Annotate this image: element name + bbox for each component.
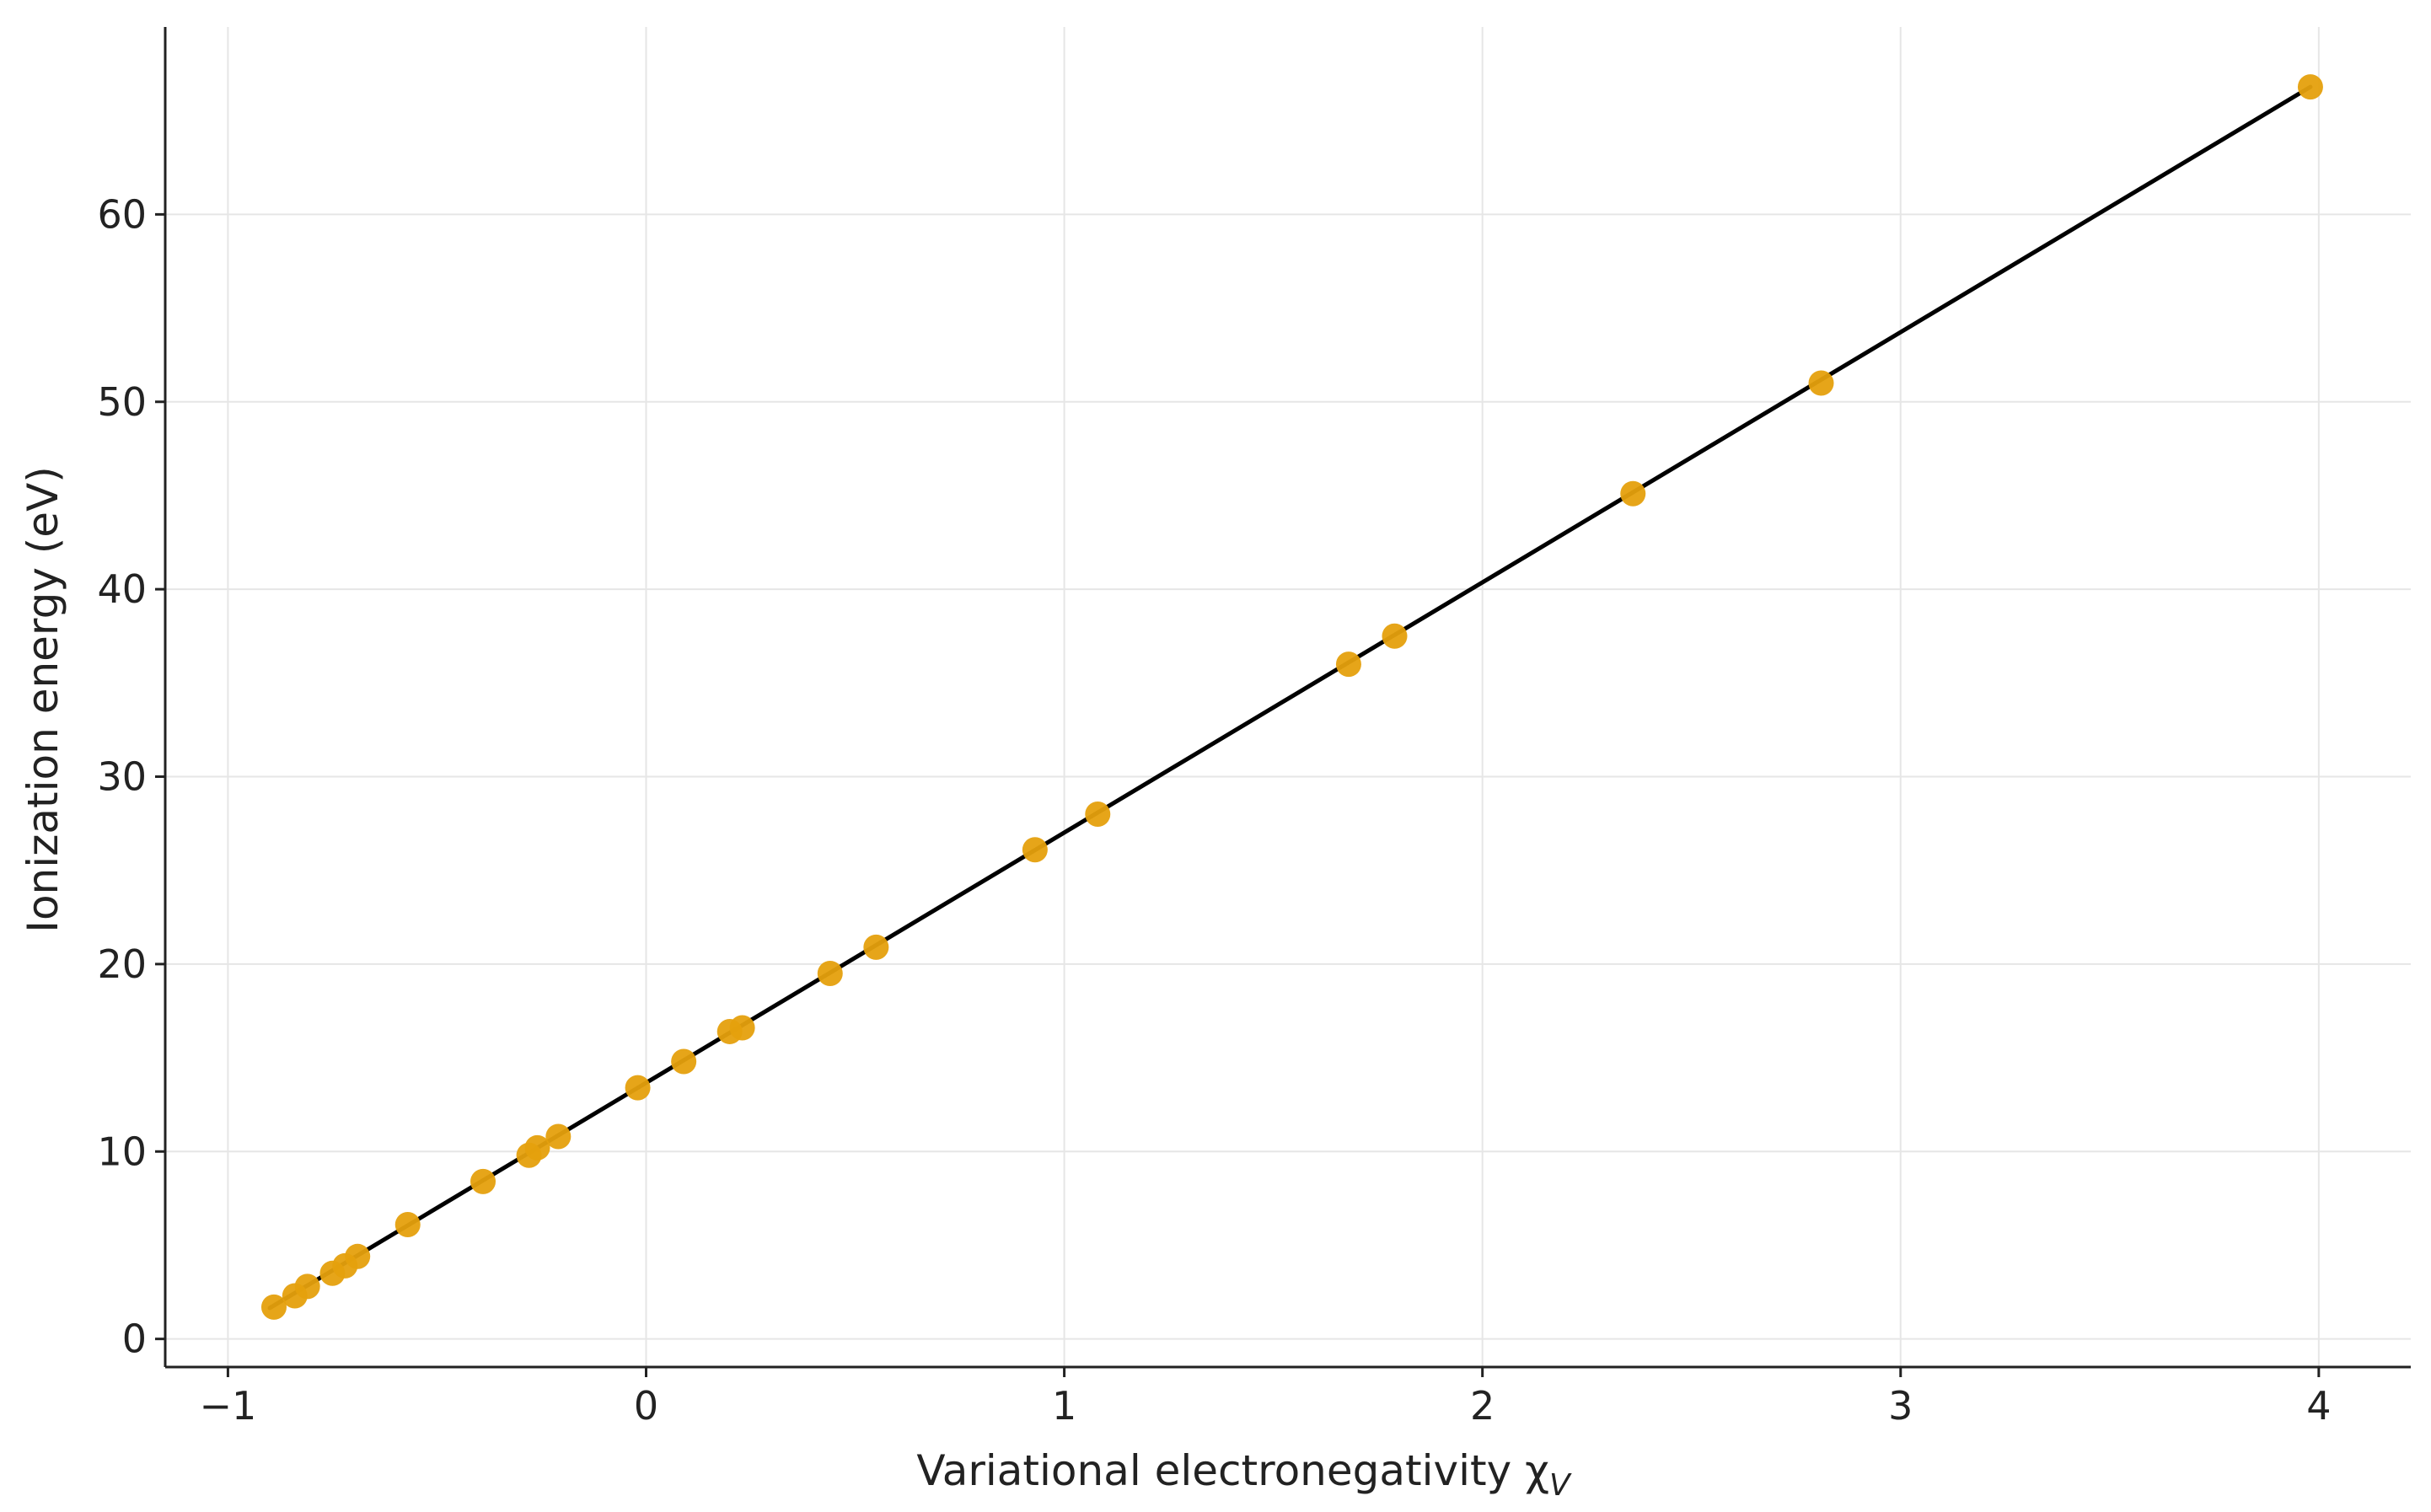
fit-line-group <box>267 84 2313 1311</box>
data-point-12 <box>671 1048 697 1075</box>
axes <box>164 27 2411 1369</box>
data-point-7 <box>470 1168 496 1194</box>
y-axis-label: Ionization energy (eV) <box>19 466 67 933</box>
data-point-10 <box>545 1123 572 1150</box>
data-point-5 <box>345 1243 371 1269</box>
data-point-0 <box>260 1294 287 1320</box>
y-tick-label-2: 20 <box>97 941 147 987</box>
data-point-9 <box>524 1134 550 1161</box>
data-point-23 <box>2297 74 2323 100</box>
y-tick-label-1: 10 <box>97 1129 147 1174</box>
data-point-20 <box>1382 623 1408 649</box>
data-point-17 <box>1022 837 1048 863</box>
x-axis-label-text: Variational electronegativity χ <box>916 1446 1549 1495</box>
data-point-18 <box>1085 801 1111 827</box>
data-point-2 <box>294 1273 320 1300</box>
y-ticks: 0 10 20 30 40 50 60 <box>97 191 165 1362</box>
x-tick-label-4: 3 <box>1888 1383 1913 1429</box>
x-ticks: −1 0 1 2 3 4 <box>200 1367 2332 1429</box>
data-point-16 <box>863 934 889 960</box>
data-point-6 <box>394 1211 421 1237</box>
x-tick-label-3: 2 <box>1470 1383 1495 1429</box>
data-point-14 <box>729 1015 755 1041</box>
data-point-11 <box>625 1075 651 1101</box>
y-tick-label-0: 0 <box>122 1316 147 1362</box>
y-tick-label-4: 40 <box>97 566 147 612</box>
data-point-22 <box>1808 370 1834 396</box>
x-tick-label-0: −1 <box>200 1383 257 1429</box>
data-points <box>260 74 2323 1320</box>
x-tick-label-1: 0 <box>634 1383 658 1429</box>
y-tick-label-3: 30 <box>97 754 147 800</box>
x-tick-label-2: 1 <box>1052 1383 1076 1429</box>
x-axis-label: Variational electronegativity χV <box>916 1446 1572 1503</box>
fit-line <box>267 84 2313 1311</box>
data-point-15 <box>817 961 843 987</box>
x-axis-label-subscript: V <box>1549 1468 1572 1503</box>
grid-lines <box>165 27 2411 1367</box>
data-point-19 <box>1335 651 1361 678</box>
y-tick-label-5: 50 <box>97 379 147 425</box>
y-tick-label-6: 60 <box>97 191 147 237</box>
data-point-21 <box>1620 480 1646 507</box>
x-tick-label-5: 4 <box>2306 1383 2331 1429</box>
